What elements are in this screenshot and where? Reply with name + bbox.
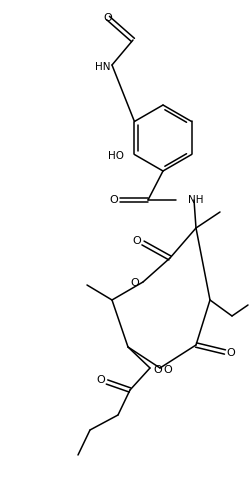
Text: O: O: [133, 236, 141, 246]
Text: HO: HO: [108, 151, 124, 160]
Text: O: O: [110, 195, 118, 205]
Text: O: O: [227, 348, 235, 358]
Text: O: O: [131, 278, 139, 288]
Text: HN: HN: [94, 62, 110, 72]
Text: O: O: [97, 375, 105, 385]
Text: O: O: [164, 365, 172, 375]
Text: O: O: [154, 365, 162, 375]
Text: O: O: [104, 13, 112, 23]
Text: NH: NH: [188, 195, 204, 205]
